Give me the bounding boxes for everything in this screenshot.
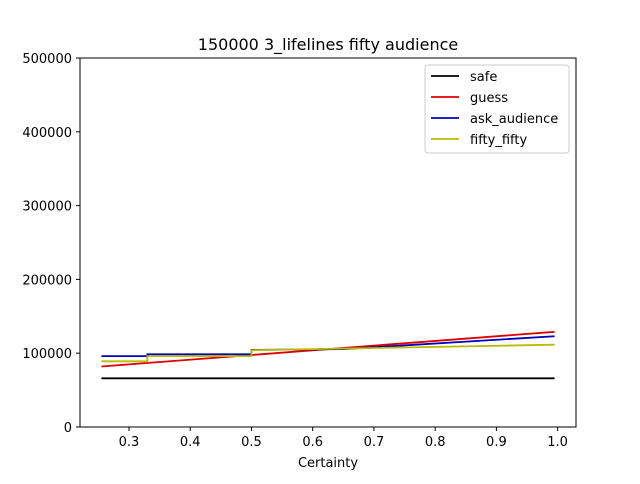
plot-area [101,330,555,380]
y-tick-label: 300000 [22,200,72,215]
y-tick-label: 0 [64,421,72,436]
legend-label: safe [470,70,497,85]
x-tick-label: 0.9 [486,435,507,450]
x-tick-label: 1.0 [547,435,568,450]
x-axis-title: Certainty [298,456,358,471]
legend-box [424,64,570,154]
x-tick-label: 0.3 [119,435,140,450]
x-tick-label: 0.8 [425,435,446,450]
y-axis: 0 100000 200000 300000 400000 500000 [22,52,80,436]
legend: safe guess ask_audience fifty_fifty [424,64,570,154]
y-tick-label: 100000 [22,347,72,362]
legend-label: guess [470,91,508,106]
y-tick-label: 500000 [22,52,72,67]
x-tick-label: 0.5 [241,435,262,450]
chart-title: 150000 3_lifelines fifty audience [198,35,458,55]
x-axis: 0.3 0.4 0.5 0.6 0.7 0.8 0.9 1.0 [119,427,568,450]
y-tick-label: 200000 [22,273,72,288]
x-tick-label: 0.6 [302,435,323,450]
legend-label: fifty_fifty [470,133,527,148]
plot-frame [79,57,577,428]
legend-label: ask_audience [470,112,558,127]
x-tick-label: 0.7 [364,435,385,450]
x-tick-label: 0.4 [180,435,201,450]
series-line-fifty-fifty [101,343,555,363]
y-tick-label: 400000 [22,126,72,141]
